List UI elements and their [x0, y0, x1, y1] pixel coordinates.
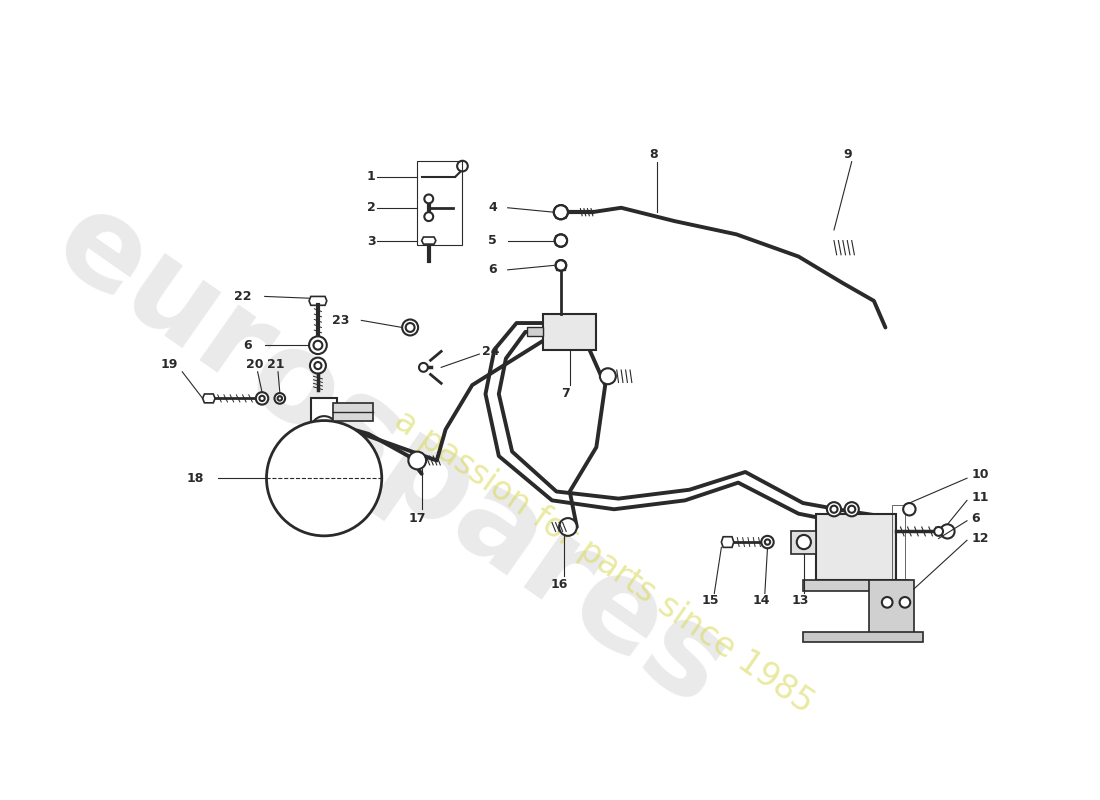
Text: 18: 18 [187, 472, 205, 485]
Bar [803, 580, 910, 591]
Bar [333, 403, 373, 421]
Text: 10: 10 [971, 468, 989, 481]
Text: 19: 19 [161, 358, 178, 371]
Bar [816, 514, 896, 580]
Circle shape [403, 319, 418, 335]
Bar [892, 505, 905, 585]
Circle shape [900, 597, 910, 608]
Circle shape [848, 506, 856, 513]
Text: 24: 24 [482, 345, 499, 358]
Text: 12: 12 [971, 532, 989, 545]
Text: 6: 6 [971, 512, 980, 525]
Circle shape [827, 502, 842, 516]
Text: a passion for parts since 1985: a passion for parts since 1985 [387, 404, 820, 721]
Polygon shape [421, 237, 436, 244]
Polygon shape [722, 537, 734, 547]
Circle shape [556, 260, 566, 270]
Circle shape [275, 393, 285, 404]
Circle shape [761, 536, 773, 548]
Text: 7: 7 [561, 387, 570, 401]
Circle shape [310, 358, 326, 374]
Circle shape [309, 336, 327, 354]
Text: 15: 15 [701, 594, 718, 607]
Bar [869, 580, 914, 634]
Circle shape [256, 392, 268, 405]
Text: 21: 21 [266, 358, 284, 371]
Polygon shape [202, 394, 216, 403]
Text: 16: 16 [550, 578, 568, 591]
Circle shape [408, 452, 426, 470]
Text: 13: 13 [792, 594, 808, 607]
Text: eurospares: eurospares [32, 180, 749, 732]
Circle shape [882, 597, 892, 608]
Circle shape [425, 212, 433, 221]
Bar [556, 207, 566, 218]
Circle shape [796, 535, 811, 549]
Polygon shape [309, 297, 327, 306]
Bar [557, 236, 565, 245]
Text: 20: 20 [246, 358, 264, 371]
Bar [417, 161, 462, 245]
Text: 2: 2 [366, 202, 375, 214]
Circle shape [764, 539, 770, 545]
Text: 1: 1 [366, 170, 375, 183]
Text: 23: 23 [332, 314, 350, 327]
Text: 4: 4 [488, 202, 497, 214]
Text: 14: 14 [752, 594, 770, 607]
Text: 6: 6 [243, 338, 252, 352]
Circle shape [934, 527, 943, 536]
Circle shape [315, 362, 321, 369]
Circle shape [266, 421, 382, 536]
Text: 17: 17 [408, 512, 426, 525]
Polygon shape [527, 327, 543, 336]
Text: 6: 6 [488, 263, 497, 276]
Bar [543, 314, 596, 350]
Circle shape [554, 234, 568, 246]
Circle shape [311, 416, 338, 442]
Circle shape [314, 341, 322, 350]
Circle shape [425, 194, 433, 203]
Circle shape [553, 205, 568, 219]
Bar [311, 398, 338, 430]
Circle shape [260, 396, 265, 401]
Circle shape [600, 368, 616, 384]
Circle shape [830, 506, 837, 513]
Bar [803, 632, 923, 642]
Circle shape [406, 323, 415, 332]
Circle shape [940, 524, 955, 538]
Bar [791, 531, 816, 554]
Bar [557, 261, 565, 270]
Circle shape [559, 518, 576, 536]
Text: 22: 22 [234, 290, 252, 303]
Text: 5: 5 [488, 234, 497, 247]
Text: 9: 9 [844, 148, 852, 161]
Text: 11: 11 [971, 491, 989, 504]
Circle shape [419, 363, 428, 372]
Text: 3: 3 [366, 235, 375, 248]
Circle shape [277, 396, 282, 401]
Circle shape [458, 161, 468, 171]
Text: 8: 8 [649, 148, 658, 161]
Circle shape [845, 502, 859, 516]
Circle shape [903, 503, 915, 515]
